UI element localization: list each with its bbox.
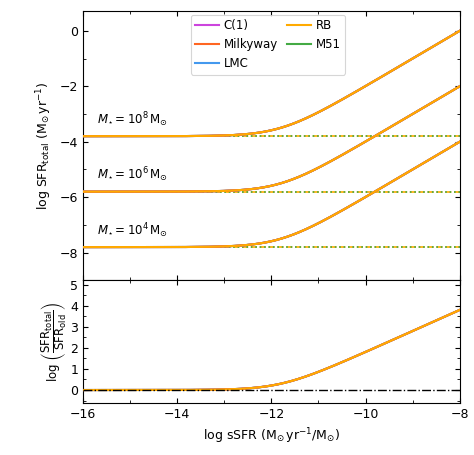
X-axis label: log sSFR ($\rm M_{\odot}\,yr^{-1}/M_{\odot}$): log sSFR ($\rm M_{\odot}\,yr^{-1}/M_{\od…: [203, 426, 340, 446]
Y-axis label: log $\left(\dfrac{\rm SFR_{total}}{\rm SFR_{old}}\right)$: log $\left(\dfrac{\rm SFR_{total}}{\rm S…: [39, 302, 69, 382]
Legend: C(1), Milkyway, LMC, RB, M51: C(1), Milkyway, LMC, RB, M51: [191, 15, 346, 75]
Y-axis label: log SFR$_{\rm total}$ ($\rm M_{\odot}\,yr^{-1}$): log SFR$_{\rm total}$ ($\rm M_{\odot}\,y…: [35, 81, 54, 210]
Text: $M_{\star} = 10^{4}\,{\rm M}_{\odot}$: $M_{\star} = 10^{4}\,{\rm M}_{\odot}$: [97, 221, 168, 240]
Text: $M_{\star} = 10^{8}\,{\rm M}_{\odot}$: $M_{\star} = 10^{8}\,{\rm M}_{\odot}$: [97, 110, 168, 129]
Text: $M_{\star} = 10^{6}\,{\rm M}_{\odot}$: $M_{\star} = 10^{6}\,{\rm M}_{\odot}$: [97, 166, 168, 184]
